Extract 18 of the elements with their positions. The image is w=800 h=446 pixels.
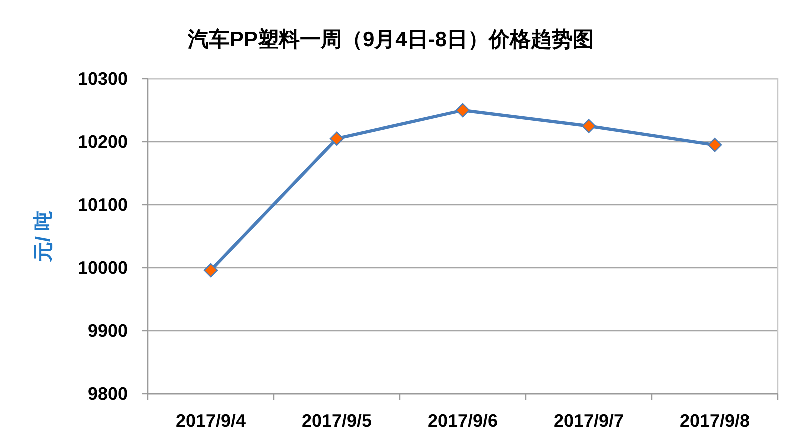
y-tick-label: 10300	[78, 69, 128, 89]
x-tick-label: 2017/9/5	[302, 411, 372, 431]
y-tick-label: 10000	[78, 258, 128, 278]
y-tick-label: 10200	[78, 132, 128, 152]
x-tick-label: 2017/9/6	[428, 411, 498, 431]
y-tick-label: 10100	[78, 195, 128, 215]
y-tick-label: 9800	[88, 384, 128, 404]
y-axis-title: 元/ 吨	[33, 210, 55, 264]
point	[456, 103, 470, 118]
point	[708, 138, 722, 152]
x-tick-label: 2017/9/4	[176, 411, 246, 431]
point	[204, 263, 218, 278]
chart-title: 汽车PP塑料一周（9月4日-8日）价格趋势图	[186, 28, 594, 52]
point	[330, 132, 344, 146]
x-tick-label: 2017/9/7	[554, 411, 624, 431]
point	[582, 119, 596, 134]
y-tick-label: 9900	[88, 321, 128, 341]
x-tick-label: 2017/9/8	[680, 411, 750, 431]
